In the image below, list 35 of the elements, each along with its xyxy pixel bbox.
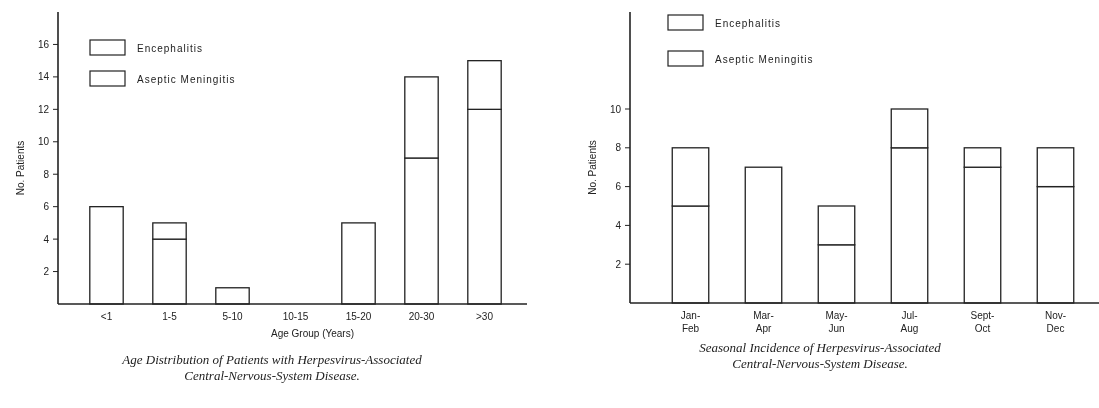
y-axis-title: No. Patients (587, 140, 598, 195)
legend-label: Encephalitis (137, 42, 203, 54)
x-tick-label: 1-5 (162, 311, 178, 322)
x-tick-label: <1 (100, 311, 113, 322)
legend-label: Aseptic Meningitis (137, 73, 236, 85)
text: Age Distribution of Patients with Herpesvirus-Associated Central-Nervous-System Disease. (121, 352, 423, 383)
y-axis-title: No. Patients (15, 140, 26, 196)
y-tick-label: 14 (37, 71, 50, 83)
y-tick-label: 6 (615, 181, 622, 193)
x-tick-label: May- Jun (825, 310, 848, 334)
legend-label: Encephalitis (715, 17, 781, 29)
y-tick-label: 10 (609, 103, 622, 115)
x-tick-label: 5-10 (222, 311, 243, 322)
y-tick-label: 12 (37, 103, 50, 115)
y-tick-label: 8 (43, 168, 50, 180)
x-tick-label: 20-30 (408, 311, 435, 322)
x-tick-label: Mar- Apr (753, 310, 774, 334)
y-tick-label: 6 (43, 201, 50, 213)
y-tick-label: 2 (43, 266, 50, 278)
y-tick-label: 4 (615, 219, 622, 231)
x-tick-label: Jul- Aug (900, 310, 919, 334)
x-tick-label: Jan- Feb (680, 310, 701, 334)
y-tick-label: 16 (37, 38, 50, 50)
y-tick-label: 10 (37, 136, 50, 148)
x-axis-title: Age Group (Years) (270, 328, 355, 339)
y-tick-label: 4 (43, 233, 50, 245)
x-tick-label: 10-15 (282, 311, 309, 322)
legend-label: Aseptic Meningitis (715, 53, 814, 65)
x-tick-label: Sept- Oct (970, 310, 995, 334)
x-tick-label: >30 (476, 311, 494, 322)
text: Seasonal Incidence of Herpesvirus-Associated Central-Nervous-System Disease. (699, 340, 942, 371)
y-tick-label: 2 (615, 258, 622, 270)
x-tick-label: Nov- Dec (1044, 310, 1067, 334)
y-tick-label: 8 (615, 142, 622, 154)
x-tick-label: 15-20 (345, 311, 372, 322)
